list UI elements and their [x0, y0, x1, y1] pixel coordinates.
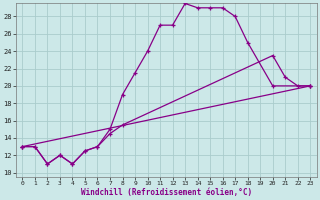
X-axis label: Windchill (Refroidissement éolien,°C): Windchill (Refroidissement éolien,°C) [81, 188, 252, 197]
